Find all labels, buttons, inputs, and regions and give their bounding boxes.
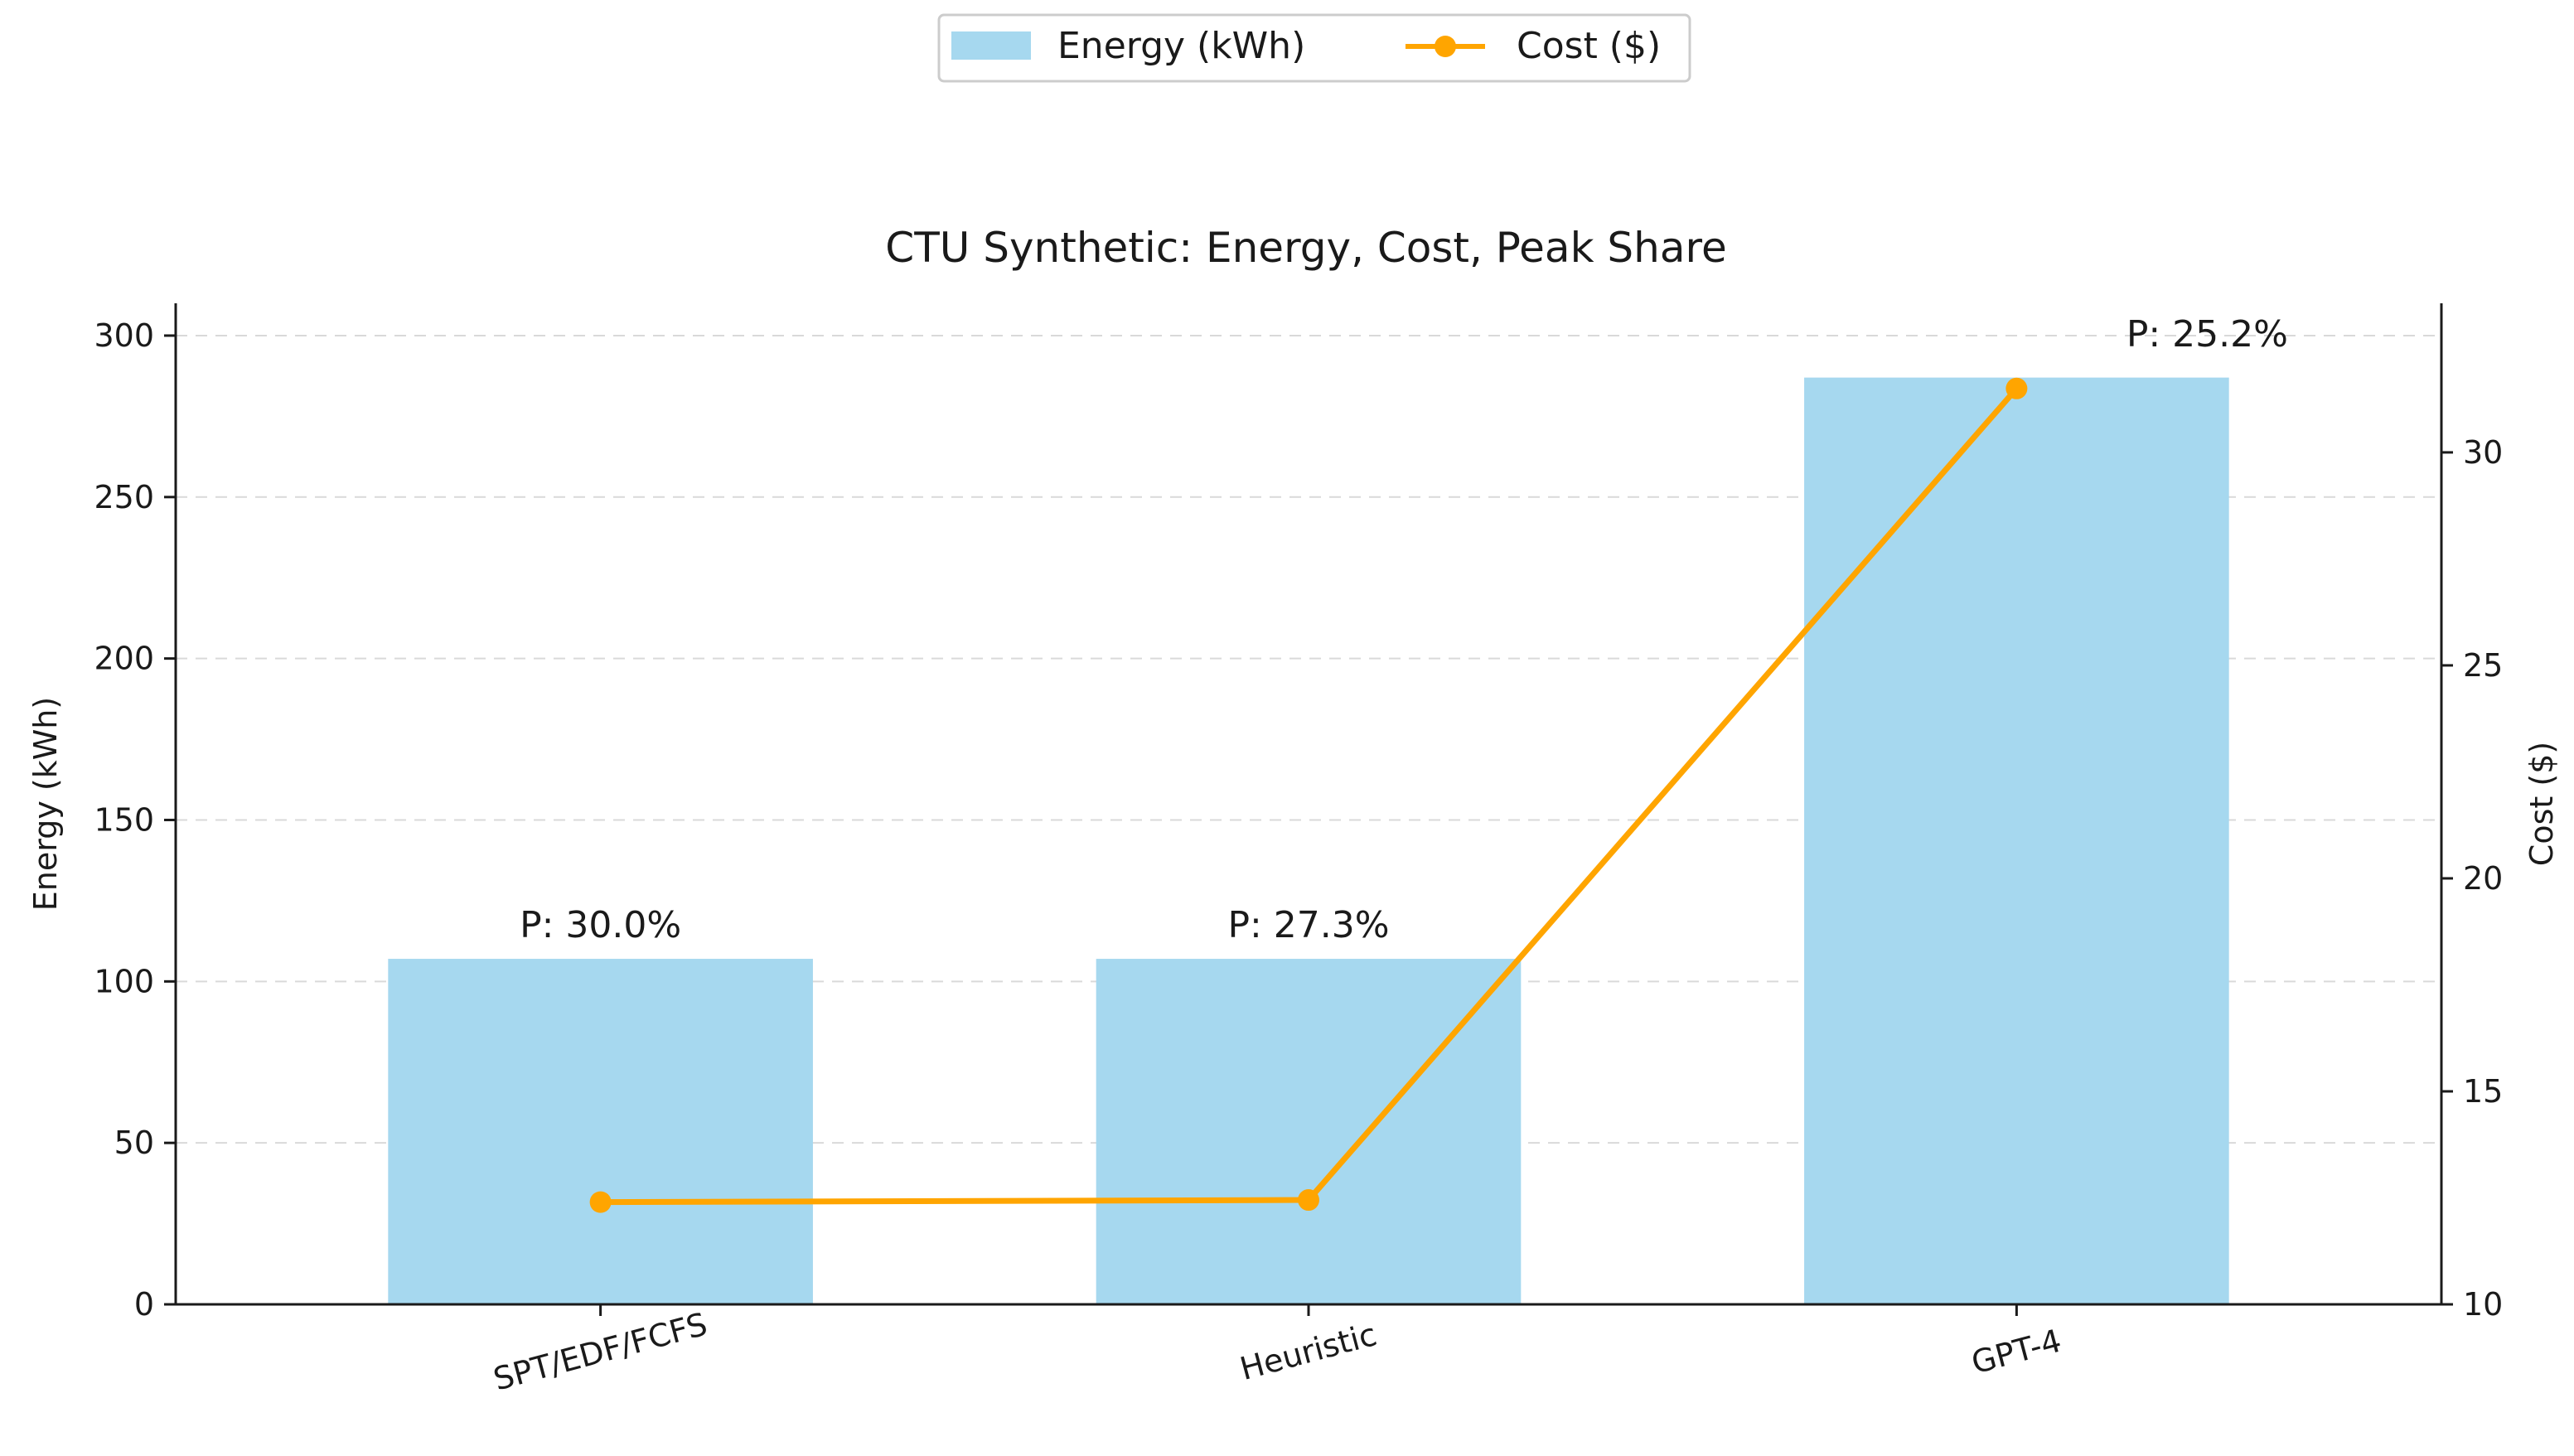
bar <box>388 959 813 1304</box>
bar-label: P: 30.0% <box>520 904 681 946</box>
legend-swatch-energy <box>951 31 1031 60</box>
left-tick-label: 250 <box>94 479 154 515</box>
left-tick-label: 100 <box>94 963 154 999</box>
left-tick-label: 150 <box>94 801 154 838</box>
chart-title: CTU Synthetic: Energy, Cost, Peak Share <box>885 224 1726 272</box>
bar <box>1096 959 1522 1304</box>
x-tick-label: SPT/EDF/FCFS <box>490 1306 711 1398</box>
cost-point <box>1298 1189 1319 1212</box>
line-layer <box>589 377 2028 1213</box>
bar-label: P: 25.2% <box>2126 313 2288 356</box>
left-tick-label: 0 <box>134 1286 154 1323</box>
y-axis-label: Energy (kWh) <box>27 697 64 911</box>
right-tick-label: 10 <box>2463 1286 2503 1323</box>
right-tick-label: 25 <box>2463 647 2503 684</box>
x-tick-label: Heuristic <box>1236 1316 1381 1387</box>
legend-label-cost: Cost ($) <box>1517 25 1661 67</box>
x-tick-label: GPT-4 <box>1967 1323 2065 1381</box>
cost-point <box>2005 377 2028 399</box>
cost-point <box>589 1191 612 1213</box>
left-tick-label: 300 <box>94 317 154 354</box>
bar-layer <box>388 377 2229 1305</box>
y2-axis-label: Cost ($) <box>2523 742 2560 866</box>
right-tick-label: 20 <box>2463 860 2503 897</box>
right-tick-label: 15 <box>2463 1073 2503 1110</box>
right-axis-ticks: 10 15 20 25 30 <box>2441 434 2503 1323</box>
bar-label: P: 27.3% <box>1227 904 1389 946</box>
legend: Energy (kWh) Cost ($) <box>937 13 1691 83</box>
left-axis-ticks: 0 50 100 150 200 250 300 <box>94 317 176 1323</box>
bar-label-layer: P: 30.0% P: 27.3% P: 25.2% <box>520 313 2288 946</box>
legend-frame <box>937 13 1691 83</box>
x-axis-ticks: SPT/EDF/FCFS Heuristic GPT-4 <box>490 1304 2065 1398</box>
legend-label-energy: Energy (kWh) <box>1057 25 1305 67</box>
bar <box>1804 377 2229 1305</box>
left-tick-label: 200 <box>94 641 154 677</box>
left-tick-label: 50 <box>114 1125 154 1161</box>
legend-swatch-cost-marker <box>1435 36 1456 57</box>
right-tick-label: 30 <box>2463 434 2503 471</box>
